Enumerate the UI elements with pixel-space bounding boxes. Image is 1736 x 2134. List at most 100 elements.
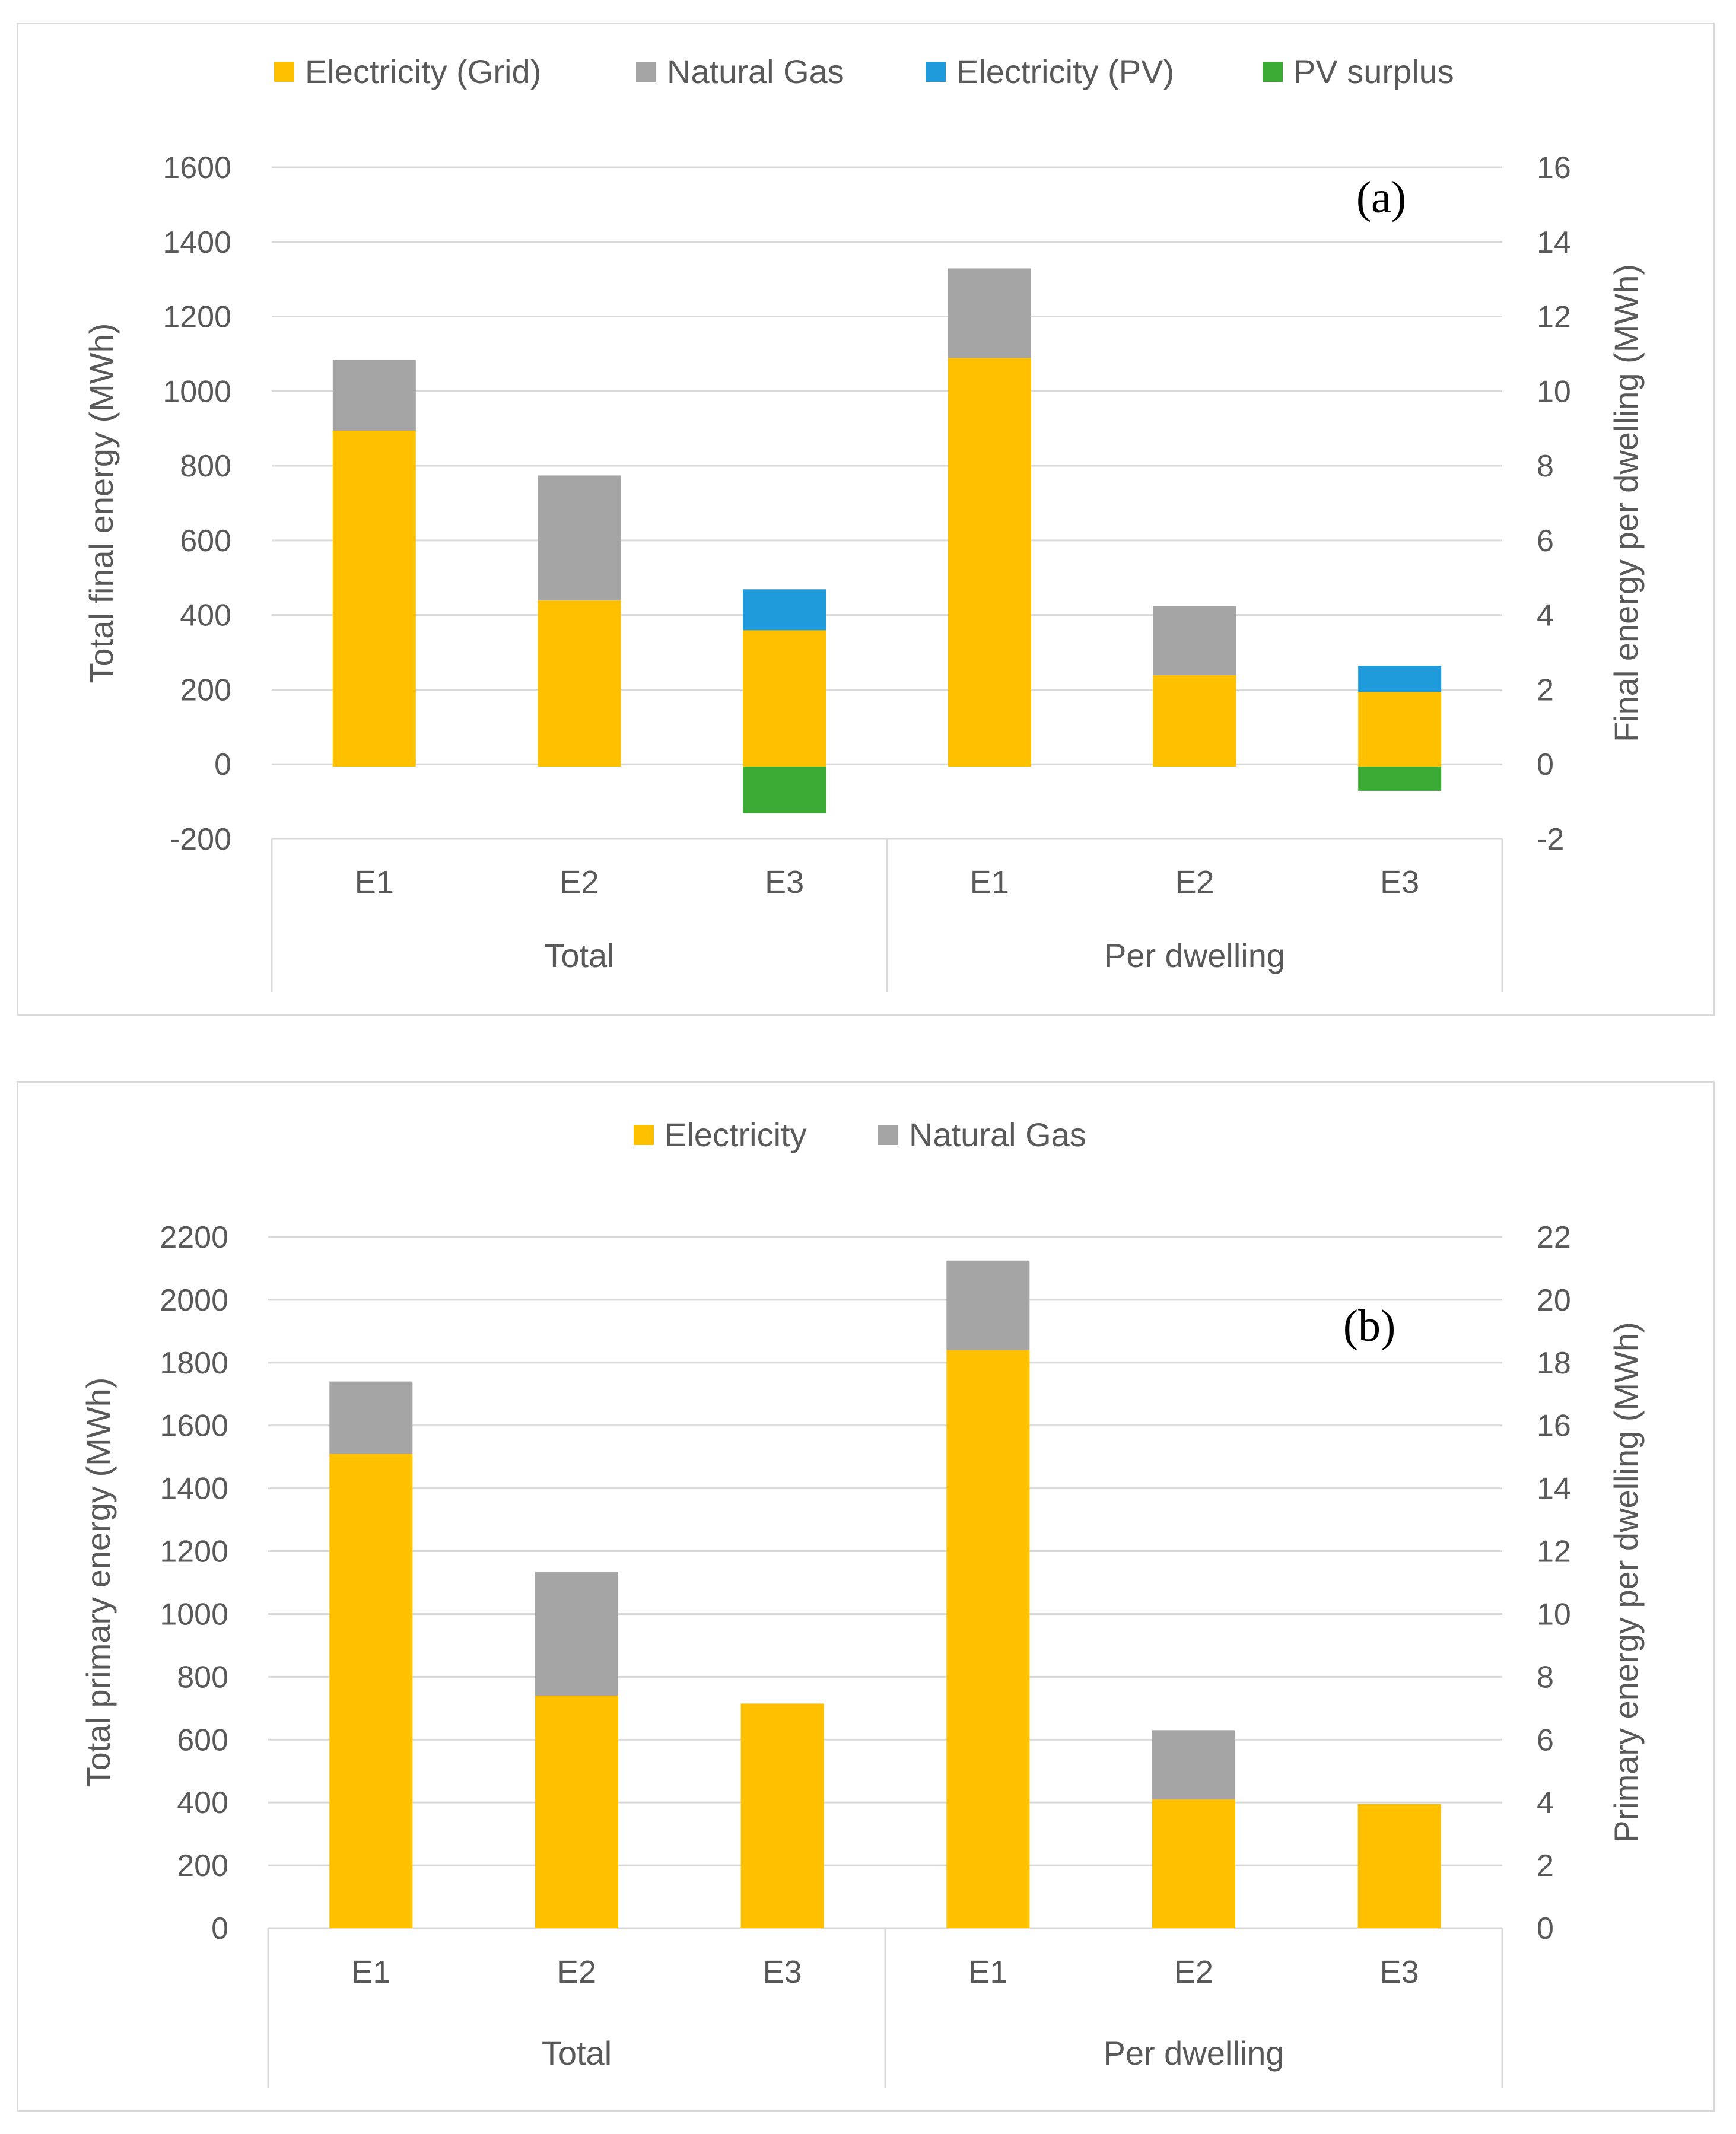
bar-segment bbox=[946, 1260, 1030, 1350]
y2-tick-label: 14 bbox=[1537, 225, 1571, 260]
legend-label: Electricity (Grid) bbox=[305, 53, 541, 90]
y2-tick-label: 20 bbox=[1537, 1283, 1571, 1318]
y2-tick-label: 6 bbox=[1537, 1723, 1554, 1757]
gridlines bbox=[272, 166, 1502, 840]
bar-segment bbox=[948, 268, 1031, 358]
legend-swatch bbox=[636, 62, 656, 82]
bar-segment bbox=[332, 360, 416, 431]
x-tick-label: E2 bbox=[557, 1954, 596, 1990]
y-tick-label: 2000 bbox=[160, 1283, 228, 1318]
y-tick-label: 1800 bbox=[160, 1346, 228, 1381]
y2-tick-label: 2 bbox=[1537, 1849, 1554, 1883]
y2-tick-label: 2 bbox=[1537, 673, 1554, 707]
legend-swatch bbox=[926, 62, 946, 82]
bar-segment bbox=[1358, 767, 1442, 791]
x-tick-label: E3 bbox=[763, 1954, 802, 1990]
y-tick-label: 600 bbox=[177, 1723, 228, 1757]
x-tick-label: E1 bbox=[970, 864, 1009, 900]
y2-tick-label: 6 bbox=[1537, 524, 1554, 558]
bar-segment bbox=[1153, 675, 1236, 767]
y2-tick-label: 0 bbox=[1537, 748, 1554, 782]
bars bbox=[332, 268, 1442, 813]
chart-b: 0200400600800100012001400160018002000220… bbox=[80, 1116, 1645, 2088]
y-tick-label: 1200 bbox=[163, 300, 231, 335]
x-tick-label: E1 bbox=[968, 1954, 1007, 1990]
y2-tick-label: 8 bbox=[1537, 1660, 1554, 1694]
bar-segment bbox=[538, 475, 621, 601]
y-axis-title: Total final energy (MWh) bbox=[82, 323, 120, 683]
group-label: Total bbox=[544, 937, 614, 974]
bar-segment bbox=[743, 589, 826, 631]
y2-tick-label: 16 bbox=[1537, 151, 1571, 185]
bar-segment bbox=[1152, 1730, 1235, 1799]
legend-label: Electricity bbox=[664, 1116, 807, 1153]
y2-tick-label: 12 bbox=[1537, 1535, 1571, 1569]
y-tick-label: 800 bbox=[177, 1660, 228, 1694]
legend: Electricity Natural Gas bbox=[634, 1116, 1086, 1153]
y-axis-right: 0 2 4 6 8 10 12 14 16 18 20 22 bbox=[1537, 1220, 1571, 1946]
bar-segment bbox=[1357, 1804, 1441, 1928]
legend-swatch bbox=[274, 62, 294, 82]
y2-tick-label: 16 bbox=[1537, 1409, 1571, 1443]
y-tick-label: 0 bbox=[214, 748, 231, 782]
y2-tick-label: 22 bbox=[1537, 1220, 1571, 1255]
bar-segment bbox=[946, 1350, 1030, 1928]
y-tick-label: 1400 bbox=[163, 225, 231, 260]
bar-segment bbox=[535, 1571, 618, 1696]
x-tick-label: E1 bbox=[355, 864, 394, 900]
y2-tick-label: 14 bbox=[1537, 1472, 1571, 1506]
group-label: Total bbox=[542, 2034, 612, 2072]
y-axis-title: Total primary energy (MWh) bbox=[80, 1378, 117, 1788]
bar-segment bbox=[1358, 692, 1442, 767]
y-tick-label: 2200 bbox=[160, 1220, 228, 1255]
y-axis-left: -200 0 200 400 600 800 1000 1200 1400 1600 bbox=[163, 151, 231, 857]
legend: Electricity (Grid) Natural Gas Electricity… bbox=[274, 53, 1454, 90]
bar-segment bbox=[948, 358, 1031, 767]
bars bbox=[329, 1260, 1441, 1928]
legend-label: Natural Gas bbox=[909, 1116, 1086, 1153]
bar-segment bbox=[535, 1696, 618, 1928]
legend-label: Natural Gas bbox=[667, 53, 844, 90]
y2-tick-label: 10 bbox=[1537, 374, 1571, 409]
bar-segment bbox=[740, 1703, 824, 1928]
legend-label: Electricity (PV) bbox=[956, 53, 1174, 90]
y2-tick-label: 4 bbox=[1537, 1786, 1554, 1820]
y2-tick-label: 10 bbox=[1537, 1597, 1571, 1631]
chart-a: -200 0 200 400 600 800 1000 1200 1400 1600 -2 0 2 4 6 8… bbox=[82, 53, 1645, 992]
x-axis: E1 E2 E3 Total E1 E2 E3 Per dwelling bbox=[271, 839, 1503, 992]
x-tick-label: E3 bbox=[1380, 864, 1419, 900]
y-tick-label: 1400 bbox=[160, 1472, 228, 1506]
y-tick-label: 1000 bbox=[163, 374, 231, 409]
bar-segment bbox=[1152, 1799, 1235, 1928]
panel-letter: (a) bbox=[1356, 173, 1406, 222]
y-tick-label: 200 bbox=[177, 1849, 228, 1883]
y2-tick-label: -2 bbox=[1537, 822, 1564, 857]
x-tick-label: E2 bbox=[1175, 864, 1214, 900]
y-tick-label: 1600 bbox=[160, 1409, 228, 1443]
y2-tick-label: 18 bbox=[1537, 1346, 1571, 1381]
bar-segment bbox=[329, 1454, 413, 1928]
y-tick-label: 400 bbox=[180, 599, 231, 633]
bar-segment bbox=[743, 767, 826, 813]
legend-label: PV surplus bbox=[1293, 53, 1454, 90]
x-tick-label: E3 bbox=[1380, 1954, 1419, 1990]
x-axis: E1 E2 E3 Total E1 E2 E3 Per dwelling bbox=[267, 1928, 1503, 2088]
y2-axis-title: Primary energy per dwelling (MWh) bbox=[1607, 1322, 1645, 1843]
x-tick-label: E2 bbox=[559, 864, 599, 900]
legend-swatch bbox=[1263, 62, 1283, 82]
y-tick-label: 200 bbox=[180, 673, 231, 707]
x-tick-label: E1 bbox=[351, 1954, 390, 1990]
y2-tick-label: 8 bbox=[1537, 449, 1554, 484]
y-tick-label: 400 bbox=[177, 1786, 228, 1820]
chart-panel-b bbox=[17, 1081, 1715, 2112]
y-tick-label: -200 bbox=[170, 822, 231, 857]
bar-segment bbox=[743, 630, 826, 767]
bar-segment bbox=[1153, 606, 1236, 675]
group-label: Per dwelling bbox=[1104, 937, 1285, 974]
y2-axis-title: Final energy per dwelling (MWh) bbox=[1607, 264, 1645, 742]
y-tick-label: 1000 bbox=[160, 1597, 228, 1631]
y-axis-left: 0 200 400 600 800 1000 1200 1400 1600 1800 2000 220… bbox=[160, 1220, 228, 1946]
y2-tick-label: 0 bbox=[1537, 1912, 1554, 1946]
group-label: Per dwelling bbox=[1103, 2034, 1284, 2072]
